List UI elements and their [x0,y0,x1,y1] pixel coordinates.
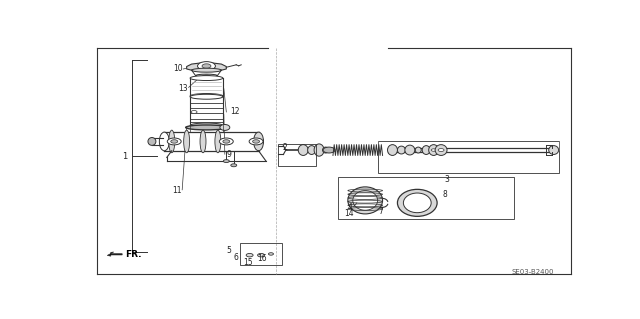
Polygon shape [108,252,122,256]
Text: 6: 6 [234,253,239,262]
Ellipse shape [202,75,211,80]
Ellipse shape [397,146,405,154]
Text: 7: 7 [379,207,383,216]
Text: 2: 2 [282,143,287,152]
Circle shape [249,138,263,145]
Text: 14: 14 [345,209,355,219]
Circle shape [438,149,444,152]
Text: 9: 9 [227,151,231,160]
Ellipse shape [415,147,421,153]
Ellipse shape [184,130,189,153]
Ellipse shape [348,187,383,214]
Ellipse shape [148,137,156,145]
Circle shape [167,138,181,145]
Circle shape [323,147,335,153]
Text: 11: 11 [172,186,182,195]
Circle shape [191,110,197,114]
Text: 15: 15 [243,258,253,267]
Ellipse shape [548,145,559,154]
Text: 13: 13 [179,84,188,93]
Text: 12: 12 [230,108,239,116]
Text: FR.: FR. [125,250,141,259]
Polygon shape [187,63,227,70]
Ellipse shape [308,145,316,154]
Ellipse shape [388,145,397,155]
Text: 16: 16 [257,254,267,263]
Ellipse shape [405,145,415,155]
Ellipse shape [353,190,378,210]
Ellipse shape [298,145,308,155]
Ellipse shape [191,68,221,72]
Ellipse shape [159,132,169,151]
Ellipse shape [429,145,438,155]
Circle shape [253,140,260,143]
Ellipse shape [215,130,221,153]
Ellipse shape [323,147,328,153]
Ellipse shape [314,144,324,156]
Ellipse shape [190,76,223,80]
Circle shape [198,62,216,70]
Bar [278,144,316,166]
Circle shape [202,64,211,68]
Bar [240,243,282,265]
Ellipse shape [269,253,273,255]
Circle shape [171,140,178,143]
Bar [338,177,514,219]
Ellipse shape [190,123,223,128]
Ellipse shape [169,130,175,153]
Ellipse shape [200,130,206,153]
Circle shape [220,138,233,145]
Ellipse shape [246,254,253,257]
Circle shape [431,149,436,151]
Circle shape [223,140,230,143]
Ellipse shape [435,145,447,155]
Text: 8: 8 [442,190,447,199]
Ellipse shape [196,74,218,77]
Text: 1: 1 [122,152,127,161]
Ellipse shape [223,160,229,163]
Ellipse shape [231,164,237,167]
Ellipse shape [397,189,437,216]
Ellipse shape [253,132,264,151]
Ellipse shape [403,193,431,213]
Ellipse shape [190,94,223,99]
Ellipse shape [422,145,430,154]
Text: 10: 10 [173,64,182,73]
Ellipse shape [220,124,230,130]
Text: 4: 4 [348,203,353,212]
Text: 5: 5 [227,246,231,255]
Text: SE03-B2400: SE03-B2400 [511,269,554,275]
Ellipse shape [257,254,264,257]
Ellipse shape [186,125,227,130]
Bar [378,141,559,174]
Ellipse shape [190,93,223,99]
Text: 3: 3 [445,175,449,184]
